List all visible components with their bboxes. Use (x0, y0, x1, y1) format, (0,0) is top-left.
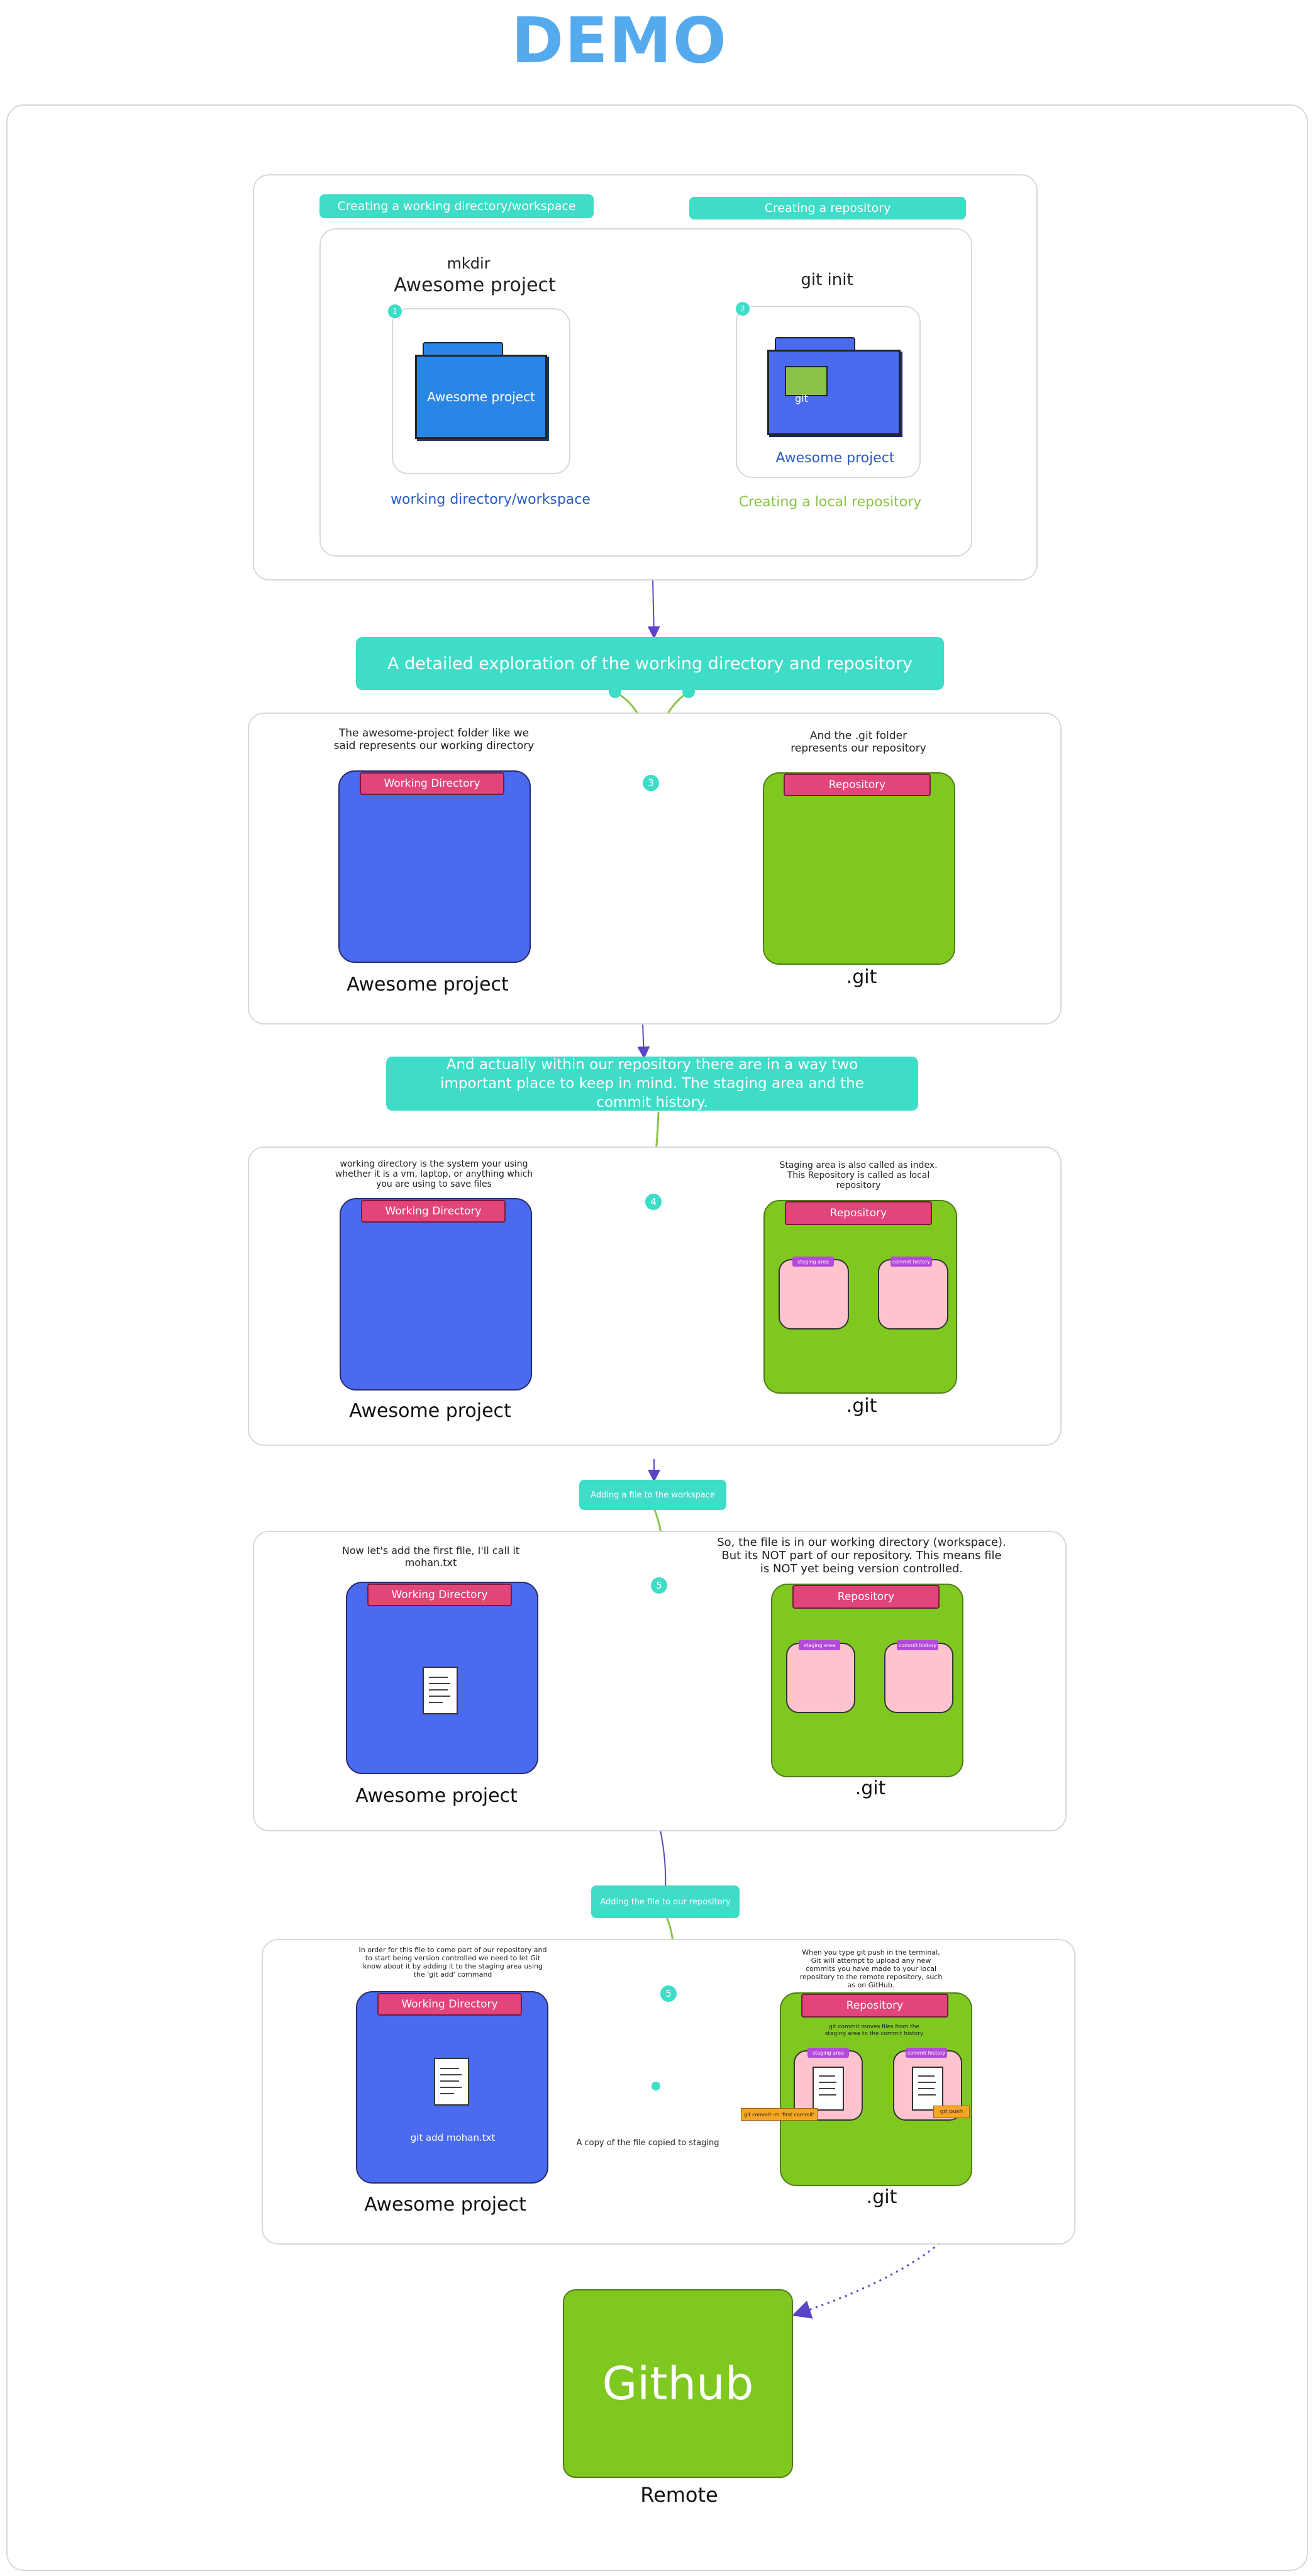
page-title: DEMO (511, 4, 728, 77)
section3-left-caption: working directory is the system your usi… (335, 1159, 533, 1189)
step-2-badge: 2 (736, 302, 750, 316)
commit-history-box (884, 1643, 953, 1713)
step-3-badge: 3 (643, 775, 659, 791)
repository-label: Repository (785, 1201, 932, 1225)
banner-staging-commit: And actually within our repository there… (386, 1057, 918, 1111)
push-command-tag: git push (933, 2106, 970, 2118)
repository-label: Repository (792, 1585, 940, 1609)
commit-history-label: commit history (897, 1640, 938, 1650)
section3-right-caption: Staging area is also called as index. Th… (779, 1160, 938, 1191)
working-directory-label: Working Directory (360, 772, 504, 795)
copy-marker-dot (652, 2082, 660, 2090)
commit-history-box (878, 1259, 948, 1330)
git-folder-label: git (795, 392, 808, 404)
staging-area-label: staging area (799, 1640, 840, 1650)
git-add-command: git add mohan.txt (410, 2132, 496, 2143)
junction-dot-right (682, 686, 695, 698)
section4-left-caption: Now let's add the first file, I'll call … (341, 1545, 520, 1568)
section5-left-caption: In order for this file to come part of o… (358, 1946, 547, 1979)
file-icon (434, 2058, 469, 2106)
banner-detailed-exploration: A detailed exploration of the working di… (356, 637, 944, 690)
project-name-heading: Awesome project (394, 274, 556, 296)
step-1-badge: 1 (388, 304, 402, 318)
junction-dot-left (609, 686, 621, 698)
staging-area-box (786, 1643, 855, 1713)
section5-right-caption: When you type git push in the terminal, … (799, 1948, 943, 1989)
folder1-label: Awesome project (427, 389, 535, 404)
section4-right-caption: So, the file is in our working directory… (717, 1536, 1006, 1575)
commit-command-tag: git commit -m 'first commit' (741, 2108, 818, 2121)
git-commit-note: git commit moves files from the staging … (824, 2024, 924, 2037)
working-directory-label: Working Directory (367, 1584, 512, 1606)
staging-area-label: staging area (792, 1257, 834, 1267)
git-folder-name: .git (855, 1777, 886, 1799)
staging-area-label: staging area (807, 2048, 849, 2058)
awesome-project-name: Awesome project (349, 1400, 511, 1422)
working-directory-box (340, 1198, 532, 1391)
section2-right-caption: And the .git folder represents our repos… (791, 730, 926, 755)
git-subfolder-icon (785, 366, 828, 396)
git-folder-name: .git (846, 966, 877, 988)
repository-label: Repository (784, 774, 931, 796)
mkdir-command: mkdir (447, 255, 491, 272)
working-directory-label: Working Directory (361, 1200, 506, 1223)
repository-box (763, 772, 955, 965)
git-init-command: git init (801, 270, 853, 289)
step-5-badge-repeat: 5 (660, 1985, 677, 2002)
folder2-label: Awesome project (775, 450, 895, 466)
workspace-caption: working directory/workspace (391, 492, 591, 508)
section2-left-caption: The awesome-project folder like we said … (333, 727, 535, 752)
copy-to-staging-caption: A copy of the file copied to staging (576, 2138, 719, 2148)
outer-canvas (6, 104, 1308, 2571)
working-directory-label: Working Directory (377, 1993, 522, 2016)
github-remote-box: Github (563, 2289, 793, 2478)
staged-file-icon (813, 2067, 844, 2111)
commit-history-label: commit history (891, 1257, 932, 1267)
remote-name: Remote (640, 2483, 718, 2507)
working-directory-box (338, 770, 531, 963)
banner-add-file-workspace: Adding a file to the workspace (579, 1480, 726, 1510)
repository-label: Repository (801, 1994, 948, 2018)
awesome-project-name: Awesome project (347, 974, 509, 996)
github-label: Github (602, 2357, 754, 2410)
folder-body: Awesome project (415, 355, 547, 439)
git-folder-name: .git (846, 1395, 877, 1417)
awesome-project-name: Awesome project (364, 2194, 526, 2216)
git-folder-name: .git (866, 2186, 897, 2208)
commit-history-label: commit history (906, 2048, 947, 2058)
committed-file-icon (912, 2067, 943, 2111)
banner-add-file-repository: Adding the file to our repository (591, 1885, 740, 1918)
step-4-badge: 4 (645, 1194, 662, 1210)
label-creating-repository: Creating a repository (689, 197, 966, 219)
awesome-project-name: Awesome project (355, 1785, 518, 1807)
file-icon (423, 1667, 458, 1714)
local-repo-caption: Creating a local repository (738, 494, 922, 510)
step-5-badge: 5 (651, 1577, 667, 1594)
label-working-directory: Creating a working directory/workspace (319, 194, 594, 218)
staging-area-box (779, 1259, 849, 1330)
